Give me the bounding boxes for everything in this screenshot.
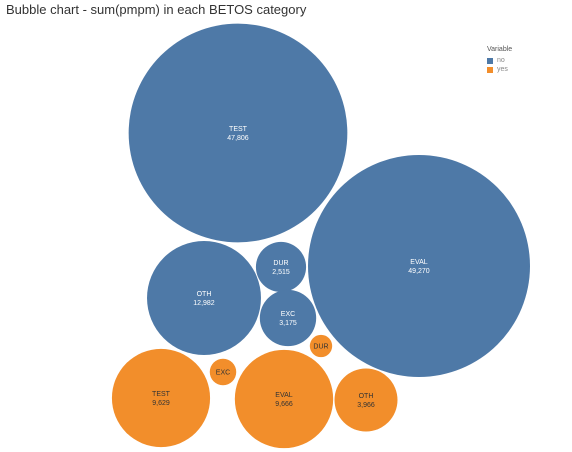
bubble-value-yes-test: 9,629 <box>152 400 170 407</box>
bubble-label-no-exc: EXC <box>281 311 295 318</box>
bubble-label-no-test: TEST <box>229 126 248 133</box>
bubble-label-no-eval: EVAL <box>410 259 427 266</box>
bubble-value-no-test: 47,806 <box>227 135 249 142</box>
bubble-yes-test[interactable] <box>111 348 211 448</box>
bubble-no-dur[interactable] <box>255 241 307 293</box>
bubble-no-exc[interactable] <box>259 289 317 347</box>
bubble-yes-exc[interactable] <box>209 358 237 386</box>
bubble-value-no-oth: 12,982 <box>193 300 215 307</box>
legend-entry-no[interactable]: no <box>487 56 512 65</box>
legend-swatch-yes <box>487 66 493 73</box>
bubble-value-no-eval: 49,270 <box>408 268 430 275</box>
bubble-yes-eval[interactable] <box>234 349 334 449</box>
bubble-label-yes-exc: EXC <box>216 370 230 377</box>
legend-label-no: no <box>497 57 505 64</box>
bubble-label-yes-dur: DUR <box>313 344 328 351</box>
chart-title: Bubble chart - sum(pmpm) in each BETOS c… <box>6 2 307 17</box>
legend-title: Variable <box>487 46 513 53</box>
bubble-label-no-dur: DUR <box>273 260 288 267</box>
legend-entry-yes[interactable]: yes <box>487 65 512 74</box>
bubble-value-no-dur: 2,515 <box>272 269 290 276</box>
bubble-value-no-exc: 3,175 <box>279 320 297 327</box>
bubble-no-eval[interactable] <box>308 155 530 377</box>
bubble-label-yes-test: TEST <box>152 391 171 398</box>
bubble-label-no-oth: OTH <box>197 291 212 298</box>
bubble-yes-dur[interactable] <box>309 334 333 358</box>
legend-label-yes: yes <box>497 66 508 73</box>
bubble-label-yes-oth: OTH <box>359 393 374 400</box>
legend-swatch-no <box>487 57 493 64</box>
bubble-no-oth[interactable] <box>147 241 261 355</box>
bubble-yes-oth[interactable] <box>334 368 398 432</box>
bubble-no-test[interactable] <box>128 23 348 243</box>
legend: Variable no yes <box>487 46 512 74</box>
bubble-label-yes-eval: EVAL <box>275 392 292 399</box>
bubble-value-yes-eval: 9,666 <box>275 401 293 408</box>
bubble-value-yes-oth: 3,966 <box>357 402 375 409</box>
